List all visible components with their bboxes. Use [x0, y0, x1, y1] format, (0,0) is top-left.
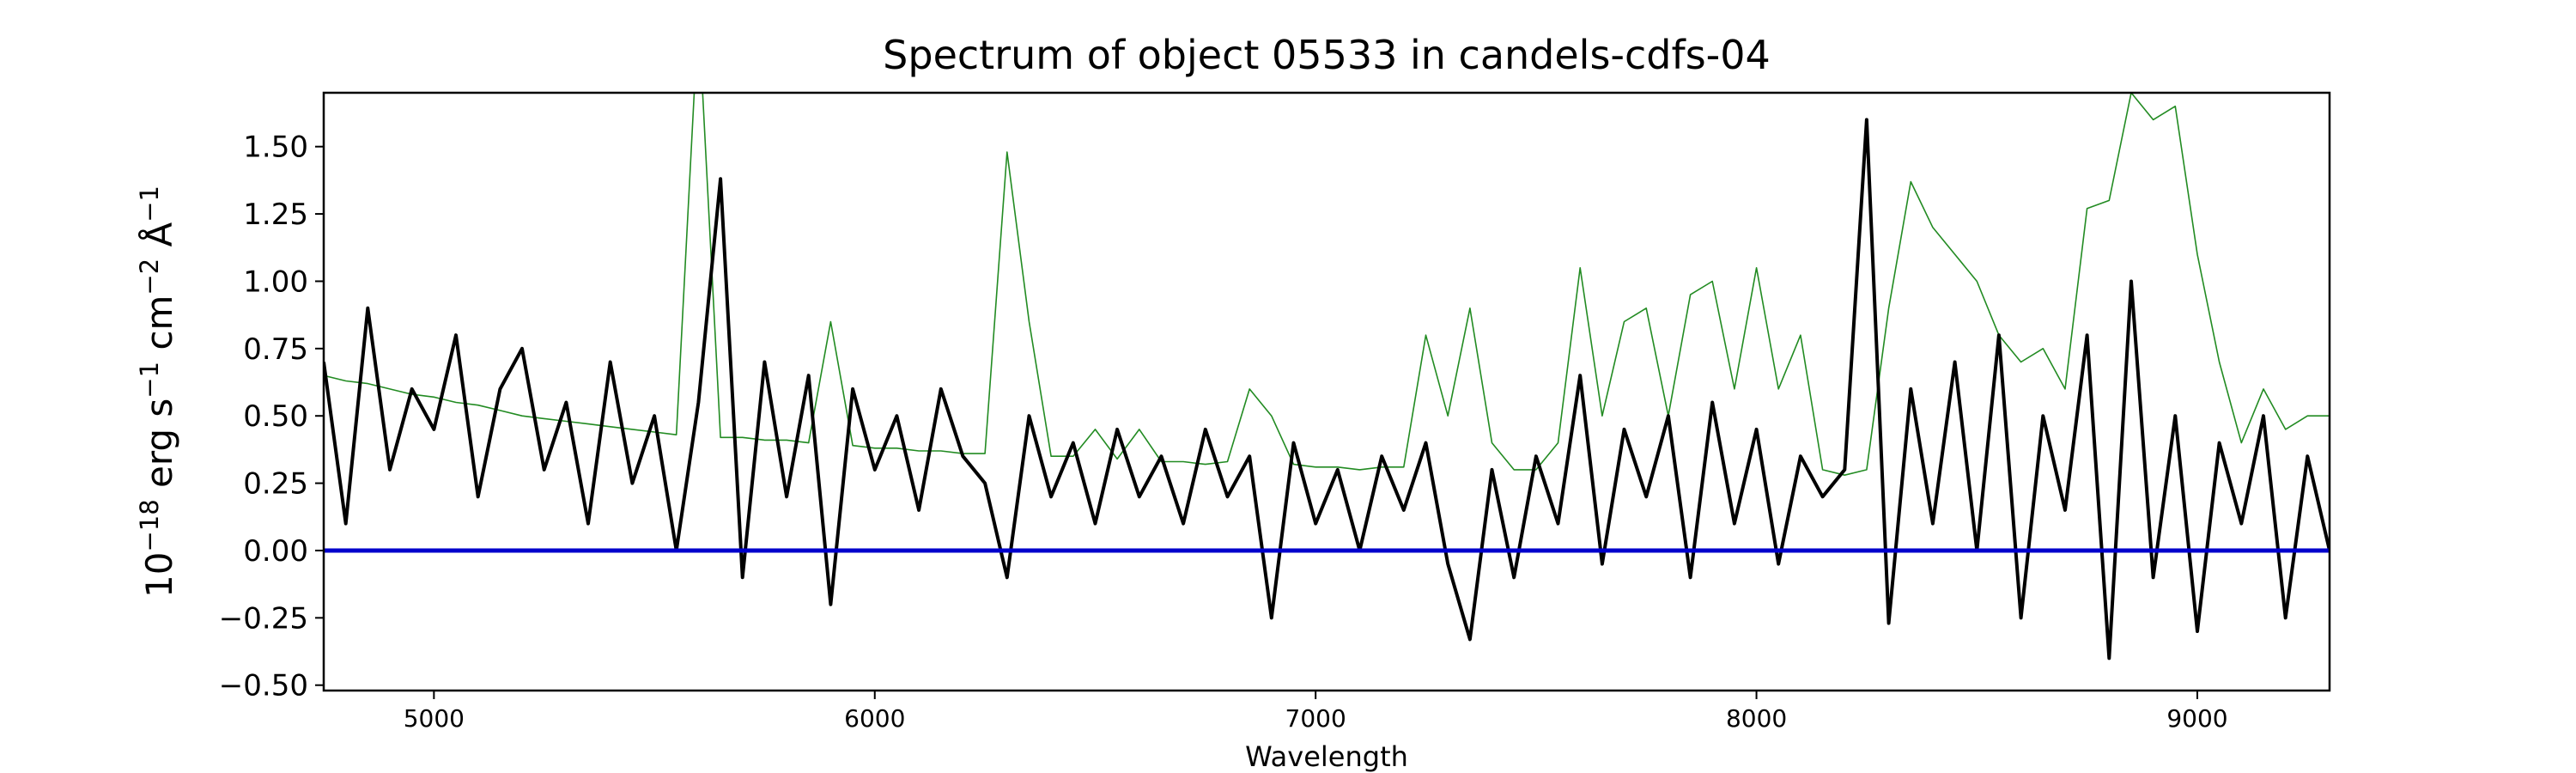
y-tick-label: 0.75	[243, 332, 308, 367]
y-axis-label-part: 10	[138, 552, 180, 598]
y-tick-label: 1.00	[243, 265, 308, 299]
y-axis-label: 10−18 erg s−1 cm−2 Å−1	[135, 186, 180, 598]
plot-area	[324, 93, 2330, 660]
y-axis-label-part: cm	[138, 295, 180, 362]
chart-title: Spectrum of object 05533 in candels-cdfs…	[883, 32, 1771, 78]
y-axis-label-part: −1	[135, 362, 164, 399]
x-axis-label: Wavelength	[1245, 740, 1408, 773]
y-tick-label: −0.25	[219, 601, 308, 636]
y-axis-label-part: −2	[135, 259, 164, 295]
x-tick-label: 7000	[1285, 704, 1346, 733]
x-tick-label: 8000	[1726, 704, 1787, 733]
spectrum-line	[324, 118, 2330, 660]
y-tick-label: 1.50	[243, 131, 308, 165]
y-tick-label: 0.25	[243, 467, 308, 502]
y-axis-label-part: Å	[137, 222, 180, 259]
y-tick-label: 0.50	[243, 399, 308, 434]
y-axis-label-part: −1	[135, 186, 164, 222]
y-axis-label-part: −18	[135, 499, 164, 551]
x-tick-label: 6000	[844, 704, 905, 733]
spectrum-line	[324, 93, 2330, 476]
y-tick-label: −0.50	[219, 669, 308, 703]
y-tick-label: 1.25	[243, 198, 308, 232]
y-tick-label: 0.00	[243, 534, 308, 569]
y-axis-label-part: erg s	[138, 399, 180, 500]
axes-frame	[322, 91, 2331, 692]
x-tick-label: 5000	[404, 704, 465, 733]
x-tick-label: 9000	[2166, 704, 2227, 733]
